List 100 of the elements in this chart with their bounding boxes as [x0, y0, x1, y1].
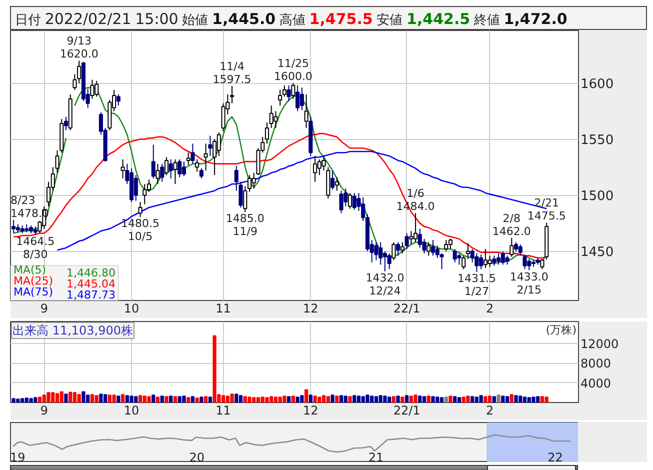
- candlestick: [510, 237, 514, 258]
- candlestick: [178, 158, 182, 178]
- candlestick: [444, 240, 448, 252]
- bar: [396, 396, 400, 402]
- candlestick: [230, 85, 234, 104]
- candlestick: [195, 158, 200, 172]
- x-tick-label: 12: [303, 404, 318, 418]
- text: MA(75): [14, 286, 54, 298]
- text: 2/21 1475.5: [527, 196, 566, 223]
- bar: [344, 396, 348, 402]
- text: 1485.0 11/9: [226, 212, 264, 238]
- bar: [182, 396, 186, 402]
- text: MA(25): [14, 274, 54, 288]
- text: MA(5): [14, 264, 46, 276]
- candlestick: [142, 183, 147, 205]
- bar: [457, 397, 462, 402]
- bar: [94, 395, 98, 402]
- bar: [453, 396, 457, 402]
- bar: [348, 396, 352, 402]
- bar: [130, 396, 134, 402]
- bar: [313, 396, 317, 402]
- candlestick: [90, 79, 94, 100]
- bar: [532, 396, 536, 402]
- candlestick: [243, 186, 248, 212]
- x-tick-label: 10: [124, 404, 140, 418]
- bar: [448, 396, 452, 402]
- bar: [374, 396, 378, 402]
- candlestick: [488, 255, 492, 268]
- candlestick: [160, 163, 164, 182]
- bar: [116, 396, 120, 402]
- candlestick: [264, 122, 270, 144]
- bar: [55, 393, 60, 402]
- bar: [90, 394, 94, 402]
- bar: [422, 396, 426, 402]
- bar: [152, 394, 156, 402]
- bar: [492, 396, 496, 402]
- y-tick-label: 8000: [580, 356, 612, 371]
- bar: [339, 395, 344, 402]
- text: 1480.5 10/5: [121, 217, 160, 244]
- bar: [505, 396, 510, 402]
- y-axis-title: (万株): [546, 324, 577, 336]
- annotation: 1,446.80: [66, 266, 116, 280]
- bar: [514, 395, 518, 402]
- candlestick: [282, 84, 286, 98]
- candlestick: [208, 135, 212, 156]
- text: 11/4 1597.5: [212, 60, 252, 86]
- bar: [479, 395, 483, 402]
- candlestick: [156, 163, 160, 184]
- bar: [204, 396, 208, 402]
- bar: [38, 396, 42, 402]
- bar: [208, 396, 212, 402]
- candlestick: [457, 252, 462, 266]
- bar: [540, 396, 544, 402]
- candlestick: [313, 155, 318, 182]
- bar: [426, 396, 430, 402]
- bar: [431, 396, 435, 402]
- candlestick: [247, 174, 252, 192]
- bar: [488, 396, 492, 402]
- bar: [522, 396, 527, 402]
- bar: [72, 392, 77, 402]
- candlestick: [518, 244, 522, 256]
- bar: [200, 396, 204, 402]
- bar: [64, 394, 68, 402]
- bar: [230, 394, 234, 402]
- bar: [248, 396, 252, 402]
- bar: [46, 392, 50, 402]
- bar: [186, 397, 190, 402]
- bar: [156, 396, 160, 402]
- bar: [287, 396, 291, 402]
- bar: [169, 396, 173, 402]
- bar: [138, 395, 142, 402]
- x-tick-label: 12: [303, 302, 318, 316]
- candlestick: [116, 94, 120, 106]
- text: 1432.0 12/24: [366, 271, 404, 298]
- annotation: 1,445.04: [66, 278, 116, 290]
- bar: [496, 394, 500, 402]
- candlestick: [64, 116, 68, 131]
- candlestick: [466, 242, 470, 260]
- bar: [392, 396, 396, 402]
- bar: [510, 394, 514, 402]
- x-tick-label: 2: [486, 404, 494, 418]
- candlestick: [374, 242, 378, 261]
- bar: [212, 335, 216, 402]
- candlestick: [452, 248, 457, 263]
- bar: [326, 396, 330, 402]
- candlestick: [448, 238, 453, 250]
- text: 9/13 1620.0: [60, 34, 98, 61]
- chart-title: 日付 2022/02/21 15:00 始値 1,445.0 高値 1,475.5 安値 1,442.5 終値 1,472.0: [15, 10, 568, 28]
- bar: [160, 396, 164, 402]
- candlestick: [322, 155, 326, 172]
- candlestick: [300, 87, 304, 111]
- bar: [501, 396, 505, 402]
- text: 1464.5 8/30: [16, 234, 55, 261]
- candlestick: [278, 89, 282, 106]
- bar: [544, 396, 548, 402]
- candlestick: [426, 242, 431, 256]
- candlestick: [522, 254, 527, 270]
- candlestick: [339, 190, 344, 214]
- candlestick: [164, 156, 169, 176]
- bar: [444, 396, 448, 402]
